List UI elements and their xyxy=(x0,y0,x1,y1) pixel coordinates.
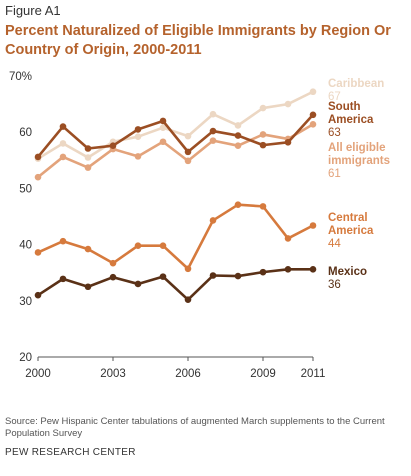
y-tick-label: 70% xyxy=(9,71,32,83)
data-point-mexico xyxy=(309,266,317,273)
x-tick-label: 2000 xyxy=(25,368,51,380)
data-point-all-eligible-immigrants xyxy=(184,157,192,165)
data-point-caribbean xyxy=(59,140,67,147)
data-point-central-america xyxy=(259,203,267,210)
x-tick-label: 2011 xyxy=(301,368,326,380)
y-tick-label: 20 xyxy=(19,352,32,364)
data-point-caribbean xyxy=(234,122,242,129)
data-point-central-america xyxy=(234,201,242,208)
data-point-mexico xyxy=(84,283,92,291)
data-point-mexico xyxy=(59,275,67,283)
data-point-all-eligible-immigrants xyxy=(134,153,142,160)
data-point-mexico xyxy=(34,291,42,299)
data-point-central-america xyxy=(134,242,142,250)
y-tick-label: 40 xyxy=(19,240,32,252)
series-line-central-america xyxy=(37,203,314,271)
x-tick-label: 2009 xyxy=(250,368,276,380)
data-point-caribbean xyxy=(134,133,142,140)
data-point-caribbean xyxy=(259,104,267,112)
series-line-caribbean xyxy=(37,90,314,160)
data-point-south-america xyxy=(184,148,192,156)
data-point-caribbean xyxy=(309,88,317,96)
series-label-caribbean: Caribbean xyxy=(328,78,384,90)
source-note: Source: Pew Hispanic Center tabulations … xyxy=(5,416,385,439)
data-point-all-eligible-immigrants xyxy=(309,121,317,128)
y-tick-label: 30 xyxy=(19,296,32,308)
series-line-all-eligible-immigrants xyxy=(37,123,314,179)
axes: 70% 60 50 40 30 20 2000 2003 2006 2009 2011 xyxy=(9,71,325,380)
data-point-central-america xyxy=(109,259,117,267)
data-point-all-eligible-immigrants xyxy=(234,142,242,149)
data-point-caribbean xyxy=(284,100,292,108)
series-label-all-eligible-immigrants: All eligible immigrants xyxy=(328,142,390,167)
data-point-central-america xyxy=(84,245,92,253)
data-point-south-america xyxy=(134,126,142,133)
data-point-caribbean xyxy=(159,124,167,132)
series-end-value-south-america: 63 xyxy=(328,127,341,139)
data-point-caribbean xyxy=(209,110,217,118)
x-tick-label: 2006 xyxy=(175,368,201,380)
data-point-central-america xyxy=(209,217,217,224)
data-point-central-america xyxy=(34,249,42,256)
data-point-mexico xyxy=(284,266,292,273)
data-point-south-america xyxy=(234,132,242,139)
data-point-mexico xyxy=(109,273,117,281)
data-point-south-america xyxy=(259,141,267,149)
data-point-mexico xyxy=(209,272,217,279)
data-point-south-america xyxy=(109,142,117,149)
data-point-central-america xyxy=(184,265,192,273)
series-lines xyxy=(34,88,317,303)
data-point-all-eligible-immigrants xyxy=(259,131,267,138)
chart-title: Percent Naturalized of Eligible Immigran… xyxy=(5,23,391,58)
data-point-caribbean xyxy=(184,132,192,140)
data-point-all-eligible-immigrants xyxy=(59,153,67,161)
y-tick-label: 50 xyxy=(19,183,32,195)
figure-label: Figure A1 xyxy=(5,3,61,18)
data-point-south-america xyxy=(34,153,42,161)
y-tick-label: 60 xyxy=(19,127,32,139)
data-point-all-eligible-immigrants xyxy=(34,173,42,181)
line-chart: 70% 60 50 40 30 20 2000 2003 2006 2009 2011 Caribb… xyxy=(9,71,390,380)
data-point-all-eligible-immigrants xyxy=(159,138,167,146)
data-point-south-america xyxy=(84,145,92,152)
data-point-south-america xyxy=(284,139,292,146)
data-point-caribbean xyxy=(84,154,92,161)
data-point-south-america xyxy=(159,117,167,125)
data-point-south-america xyxy=(59,123,67,130)
org-credit: PEW RESEARCH CENTER xyxy=(5,447,136,458)
data-point-central-america xyxy=(59,237,67,245)
data-point-mexico xyxy=(234,272,242,280)
series-end-value-all-eligible-immigrants: 61 xyxy=(328,168,341,180)
data-point-central-america xyxy=(309,222,317,229)
data-point-mexico xyxy=(159,273,167,280)
series-line-mexico xyxy=(37,268,313,301)
series-end-value-mexico: 36 xyxy=(328,279,341,291)
data-point-south-america xyxy=(209,127,217,135)
data-point-south-america xyxy=(309,111,317,119)
series-end-value-central-america: 44 xyxy=(328,238,341,250)
data-point-mexico xyxy=(134,280,142,288)
data-point-all-eligible-immigrants xyxy=(209,137,217,144)
x-tick-label: 2003 xyxy=(100,368,126,380)
series-label-mexico: Mexico xyxy=(328,266,367,278)
series-label-central-america: Central America xyxy=(328,212,374,237)
data-point-central-america xyxy=(284,235,292,242)
series-end-value-caribbean: 67 xyxy=(328,91,341,103)
data-point-central-america xyxy=(159,242,167,250)
data-point-mexico xyxy=(184,296,192,303)
data-point-all-eligible-immigrants xyxy=(84,164,92,171)
series-label-south-america: South America xyxy=(328,101,374,126)
series-line-south-america xyxy=(36,113,314,158)
data-point-mexico xyxy=(259,268,267,276)
